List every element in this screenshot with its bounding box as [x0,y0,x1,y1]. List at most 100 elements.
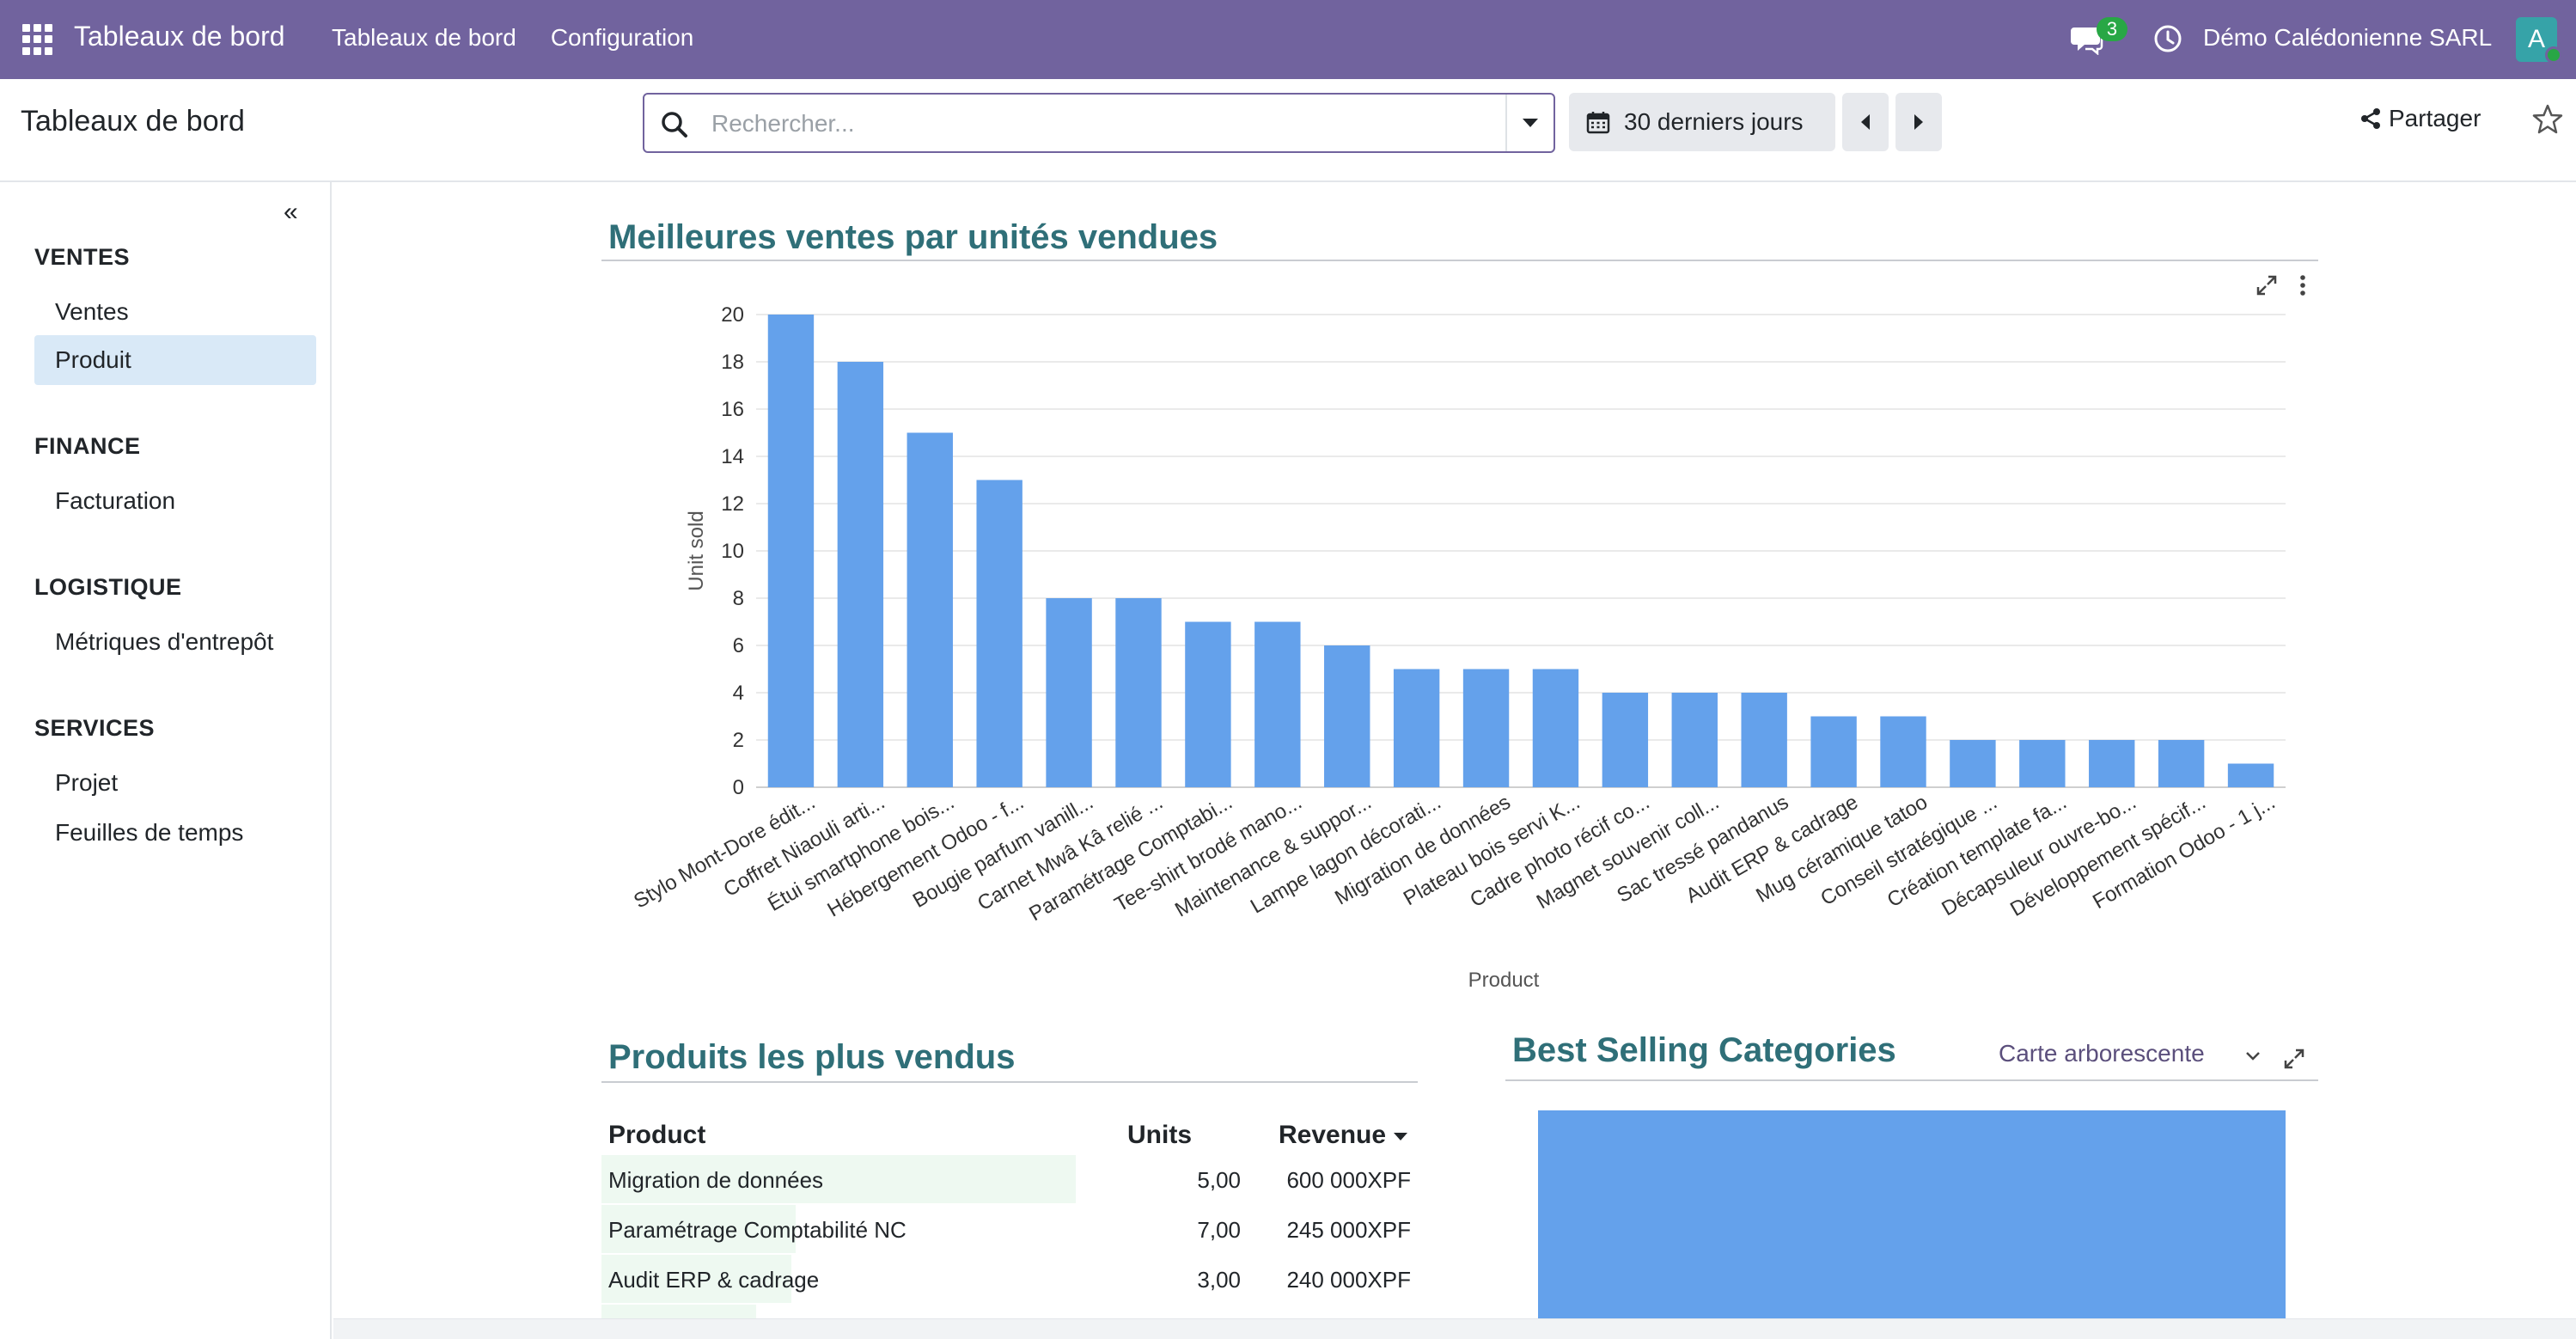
date-filter-label: 30 derniers jours [1624,108,1804,135]
expand-icon[interactable] [2255,273,2279,297]
search-bar[interactable] [643,93,1555,153]
revenue-bar [601,1255,791,1303]
expand-icon[interactable] [2282,1047,2306,1071]
revenue-bar [601,1305,756,1318]
table-cell-product[interactable]: Paramétrage Comptabilité NC [608,1217,906,1243]
group-title-services: SERVICES [34,715,156,741]
favorite-star-icon[interactable] [2531,103,2564,136]
chart-bar[interactable] [1602,693,1649,787]
chart-bar[interactable] [1810,716,1857,788]
chart-bar[interactable] [1880,716,1926,788]
section-divider [601,260,2318,261]
chart-bar[interactable] [2158,740,2205,787]
revenue-bar [601,1205,796,1253]
chart-bar[interactable] [1046,598,1092,787]
previous-period-button[interactable] [1842,93,1889,151]
chart-type-select[interactable]: Carte arborescente [1999,1040,2205,1067]
search-separator [1505,95,1507,151]
chat-icon[interactable] [2071,24,2105,55]
chart-bar[interactable] [1185,621,1231,788]
chart-bar[interactable] [1741,693,1787,787]
chart-bar[interactable] [1324,645,1370,787]
table-cell-product[interactable]: Audit ERP & cadrage [608,1267,820,1293]
column-header-revenue[interactable]: Revenue [1279,1121,1387,1149]
chart-bar[interactable] [2089,740,2135,787]
y-tick-label: 2 [733,729,744,752]
chart-bar[interactable] [767,315,815,787]
y-tick-label: 10 [721,540,744,563]
revenue-bar [601,1155,1076,1203]
caret-down-icon [1523,119,1538,127]
chart-bar[interactable] [1671,693,1718,787]
section-title-best-categories: Best Selling Categories [1512,1031,1896,1069]
table-cell-units: 3,00 [1197,1267,1241,1293]
group-title-logistique: LOGISTIQUE [34,574,182,600]
more-options-icon[interactable] [2298,273,2307,297]
chart-bar[interactable] [976,480,1022,788]
chart-bar[interactable] [2019,740,2066,787]
sidebar-item-feuilles-de-temps[interactable]: Feuilles de temps [55,819,244,846]
menu-configuration[interactable]: Configuration [550,24,694,51]
search-options-toggle[interactable] [1507,95,1554,151]
sidebar-item-facturation[interactable]: Facturation [55,487,176,514]
menu-tableaux-de-bord[interactable]: Tableaux de bord [332,24,516,51]
y-tick-label: 16 [721,398,744,421]
chart-bar[interactable] [906,432,953,788]
y-tick-label: 0 [733,776,744,799]
horizontal-scrollbar[interactable] [333,1318,2576,1339]
app-title[interactable]: Tableaux de bord [74,21,285,52]
chart-bar[interactable] [1950,740,1996,787]
collapse-sidebar-icon[interactable]: « [284,198,298,226]
sidebar-item-projet[interactable]: Projet [55,769,119,796]
calendar-icon [1586,112,1610,134]
sidebar-item-metriques-entrepot[interactable]: Métriques d'entrepôt [55,628,274,655]
sort-desc-icon [1394,1133,1407,1140]
chart-bar[interactable] [1254,621,1301,788]
section-title-top-products: Produits les plus vendus [608,1038,1016,1076]
sidebar-item-ventes[interactable]: Ventes [55,298,129,325]
x-axis-label: Product [1468,969,1540,992]
caret-right-icon [1914,114,1923,130]
column-header-product[interactable]: Product [608,1121,706,1149]
table-cell-revenue: 600 000XPF [1286,1167,1411,1193]
chart-bar[interactable] [837,362,884,787]
section-divider [601,1081,1418,1083]
y-tick-label: 20 [721,303,744,327]
sidebar-item-produit[interactable]: Produit [34,335,316,385]
presence-dot [2545,46,2562,64]
section-divider [1505,1079,2318,1081]
chart-bar[interactable] [1462,669,1510,788]
y-tick-label: 8 [733,587,744,610]
table-cell-product[interactable]: Migration de données [608,1167,824,1193]
chart-bar[interactable] [2227,763,2274,788]
y-tick-label: 14 [721,445,744,468]
clock-icon[interactable] [2153,24,2182,53]
chevron-down-icon[interactable] [2244,1050,2262,1062]
chart-bar[interactable] [1532,669,1579,788]
sidebar: « VENTES Ventes Produit FINANCE Facturat… [0,182,332,1339]
category-treemap[interactable] [1538,1110,2286,1318]
chat-count-badge: 3 [2097,17,2127,41]
table-cell-units: 5,00 [1197,1167,1241,1193]
apps-grid-icon[interactable] [22,24,53,55]
date-filter-button[interactable]: 30 derniers jours [1569,93,1835,151]
nav-menu: Tableaux de bord Configuration [332,24,693,52]
control-panel: Tableaux de bord 30 derniers jours Parta… [0,79,2576,182]
search-icon [662,112,687,138]
y-tick-label: 4 [733,682,744,705]
next-period-button[interactable] [1895,93,1942,151]
top-navbar: Tableaux de bord Tableaux de bord Config… [0,0,2576,79]
share-button[interactable]: Partager [2359,105,2481,132]
group-title-ventes: VENTES [34,244,131,270]
column-header-units[interactable]: Units [1127,1121,1192,1149]
chart-bar[interactable] [1115,598,1162,787]
company-switcher[interactable]: Démo Calédonienne SARL [2203,24,2493,51]
search-input[interactable] [711,108,1450,139]
caret-left-icon [1861,114,1870,130]
table-cell-revenue: 240 000XPF [1286,1267,1411,1293]
page-title: Tableaux de bord [21,105,245,138]
y-tick-label: 12 [721,492,744,516]
chart-bar[interactable] [1393,669,1440,788]
share-icon [2361,108,2380,129]
